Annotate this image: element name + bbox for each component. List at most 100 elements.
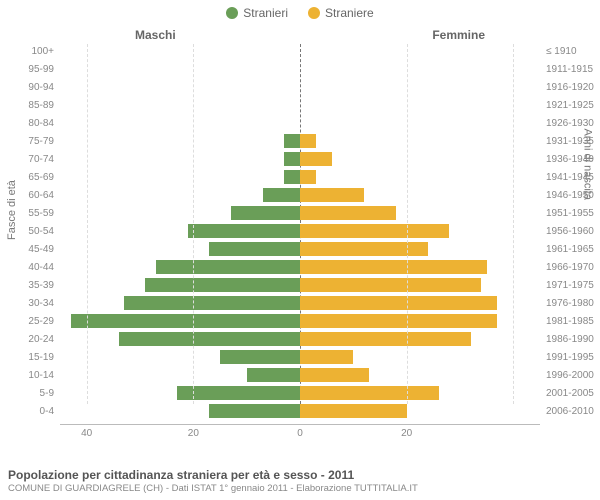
x-tick: 20 [401, 428, 412, 439]
bar-male [156, 260, 300, 274]
gridline [87, 44, 88, 404]
bar-row [60, 296, 540, 311]
y-tick-year: 1991-1995 [546, 353, 594, 363]
bar-male [231, 206, 300, 220]
y-tick-year: 1931-1935 [546, 137, 594, 147]
y-tick-year: 1946-1950 [546, 191, 594, 201]
y-tick-year: 1941-1945 [546, 173, 594, 183]
y-tick-year: 2001-2005 [546, 389, 594, 399]
bar-row [60, 206, 540, 221]
footer: Popolazione per cittadinanza straniera p… [8, 468, 592, 494]
header-male: Maschi [135, 28, 176, 42]
bar-row [60, 44, 540, 59]
bar-row [60, 98, 540, 113]
bar-male [188, 224, 300, 238]
bar-female [300, 188, 364, 202]
bar-male [263, 188, 300, 202]
footer-subtitle: COMUNE DI GUARDIAGRELE (CH) - Dati ISTAT… [8, 483, 592, 494]
bar-row [60, 80, 540, 95]
y-tick-age: 65-69 [28, 173, 54, 183]
bar-male [284, 170, 300, 184]
y-tick-age: 25-29 [28, 317, 54, 327]
y-tick-age: 0-4 [40, 407, 54, 417]
bar-row [60, 332, 540, 347]
plot-area: 4020020 [60, 44, 540, 444]
gridline [193, 44, 194, 404]
y-axis-year: ≤ 19101911-19151916-19201921-19251926-19… [542, 44, 600, 444]
y-tick-age: 20-24 [28, 335, 54, 345]
y-tick-age: 95-99 [28, 65, 54, 75]
y-tick-year: 1916-1920 [546, 83, 594, 93]
bar-female [300, 224, 449, 238]
bar-row [60, 278, 540, 293]
y-tick-year: 1976-1980 [546, 299, 594, 309]
legend: Stranieri Straniere [0, 0, 600, 20]
y-tick-year: 1956-1960 [546, 227, 594, 237]
y-tick-year: 1921-1925 [546, 101, 594, 111]
legend-item-female: Straniere [308, 6, 374, 20]
bar-row [60, 170, 540, 185]
bar-female [300, 152, 332, 166]
bar-row [60, 224, 540, 239]
bar-female [300, 242, 428, 256]
bar-male [284, 152, 300, 166]
bar-male [284, 134, 300, 148]
bar-male [220, 350, 300, 364]
bar-row [60, 242, 540, 257]
footer-title: Popolazione per cittadinanza straniera p… [8, 468, 592, 482]
bar-male [145, 278, 300, 292]
bar-row [60, 188, 540, 203]
bar-row [60, 62, 540, 77]
y-tick-year: 1966-1970 [546, 263, 594, 273]
y-tick-year: 1926-1930 [546, 119, 594, 129]
bar-row [60, 116, 540, 131]
y-tick-age: 70-74 [28, 155, 54, 165]
bar-female [300, 404, 407, 418]
bar-female [300, 134, 316, 148]
bar-female [300, 170, 316, 184]
y-tick-year: 1996-2000 [546, 371, 594, 381]
y-axis-age: 100+95-9990-9485-8980-8475-7970-7465-696… [0, 44, 58, 444]
legend-item-male: Stranieri [226, 6, 288, 20]
y-tick-year: 1936-1940 [546, 155, 594, 165]
bar-male [209, 404, 300, 418]
x-tick: 0 [297, 428, 303, 439]
bar-female [300, 314, 497, 328]
bar-male [177, 386, 300, 400]
y-tick-age: 45-49 [28, 245, 54, 255]
gridline [513, 44, 514, 404]
bar-female [300, 260, 487, 274]
y-tick-age: 10-14 [28, 371, 54, 381]
bar-row [60, 152, 540, 167]
y-tick-year: 1951-1955 [546, 209, 594, 219]
header-female: Femmine [432, 28, 485, 42]
y-tick-year: 2006-2010 [546, 407, 594, 417]
x-tick: 20 [188, 428, 199, 439]
bar-row [60, 368, 540, 383]
legend-label-female: Straniere [325, 6, 374, 20]
y-tick-age: 90-94 [28, 83, 54, 93]
y-tick-age: 85-89 [28, 101, 54, 111]
bar-female [300, 296, 497, 310]
legend-swatch-male [226, 7, 238, 19]
bar-row [60, 134, 540, 149]
legend-swatch-female [308, 7, 320, 19]
y-tick-age: 35-39 [28, 281, 54, 291]
x-axis: 4020020 [60, 424, 540, 444]
y-tick-age: 60-64 [28, 191, 54, 201]
y-tick-age: 55-59 [28, 209, 54, 219]
bar-female [300, 206, 396, 220]
bar-female [300, 368, 369, 382]
chart-container: Stranieri Straniere Maschi Femmine Fasce… [0, 0, 600, 500]
y-tick-age: 50-54 [28, 227, 54, 237]
y-tick-age: 5-9 [40, 389, 54, 399]
bar-male [71, 314, 300, 328]
bar-male [209, 242, 300, 256]
bar-female [300, 278, 481, 292]
y-tick-year: 1961-1965 [546, 245, 594, 255]
bars-area [60, 44, 540, 424]
y-tick-age: 30-34 [28, 299, 54, 309]
bar-row [60, 260, 540, 275]
y-tick-age: 75-79 [28, 137, 54, 147]
gridline [407, 44, 408, 404]
